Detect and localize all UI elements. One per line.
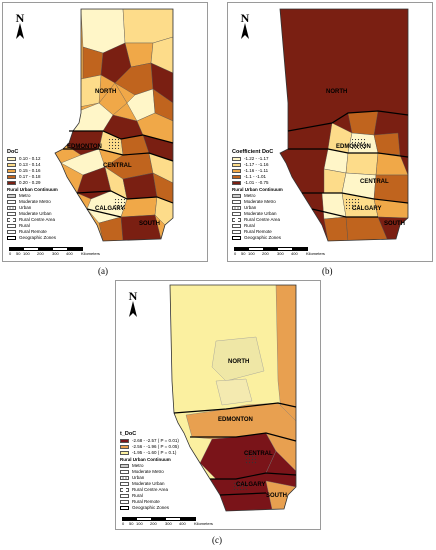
legend-class: -2.56 - -1.96 ( P = 0.05) — [120, 444, 179, 450]
zone-label-north: NORTH — [326, 89, 348, 95]
legend-subtitle: Rural Urban Continuum — [232, 187, 283, 192]
legend-class: 0.13 - 0.14 — [7, 162, 58, 168]
legend-title: DoC — [7, 149, 19, 155]
zone-label-north: NORTH — [228, 359, 250, 365]
legend-class: -1.16 - -1.11 — [232, 168, 283, 174]
legend-class: -1.1 - -1.01 — [232, 174, 283, 180]
zone-label-south: SOUTH — [139, 221, 160, 227]
legend-title: t_DoC — [120, 431, 137, 437]
legend-class: -1.17 - -1.16 — [232, 162, 283, 168]
map-legend-a: DoC 0.10 - 0.12 0.13 - 0.14 0.15 - 0.16 … — [7, 149, 58, 241]
scale-bar-c: 0 50 100 200 300 400 Kilometers — [122, 517, 218, 526]
legend-class: -1.01 - -0.75 — [232, 180, 283, 186]
zone-label-south: SOUTH — [384, 221, 405, 227]
scale-bar-b: 0 50 100 200 300 400 Kilometers — [234, 247, 330, 256]
legend-subtitle: Rural Urban Continuum — [7, 187, 58, 192]
zone-label-central: CENTRAL — [360, 179, 389, 185]
map-panel-a: N NORTH EDMONTON CENTRAL CALGARY SOUTH D… — [2, 2, 208, 262]
north-arrow: N — [236, 11, 254, 41]
caption-b: (b) — [322, 266, 333, 276]
legend-class: 0.20 - 0.29 — [7, 180, 58, 186]
legend-class: -2.68 - -2.57 ( P = 0.01) — [120, 438, 179, 444]
caption-a: (a) — [98, 266, 108, 276]
province-map-c — [169, 284, 297, 512]
map-legend-c: t_DoC -2.68 - -2.57 ( P = 0.01) -2.56 - … — [120, 431, 179, 511]
map-legend-b: Coefficient DoC -1.22 - -1.17 -1.17 - -1… — [232, 149, 283, 241]
scale-bar-a: 0 50 100 200 300 400 Kilometers — [9, 247, 105, 256]
zone-label-central: CENTRAL — [103, 163, 132, 169]
zone-label-south: SOUTH — [266, 493, 287, 499]
zone-label-edmonton: EDMONTON — [67, 144, 102, 150]
zone-label-central: CENTRAL — [244, 451, 273, 457]
province-map-a — [54, 8, 174, 242]
north-arrow: N — [124, 289, 142, 319]
legend-class: -1.95 - -1.60 ( P = 0.1) — [120, 450, 179, 456]
province-map-b — [279, 8, 409, 242]
zone-label-calgary: CALGARY — [95, 206, 125, 212]
legend-class: 0.15 - 0.16 — [7, 168, 58, 174]
caption-c: (c) — [212, 535, 222, 545]
legend-class: -1.22 - -1.17 — [232, 156, 283, 162]
zone-label-calgary: CALGARY — [352, 206, 382, 212]
zone-label-calgary: CALGARY — [236, 482, 266, 488]
map-panel-c: N NORTH EDMONTON CENTRAL CALGARY SOUTH t… — [115, 280, 321, 530]
zone-label-edmonton: EDMONTON — [218, 417, 253, 423]
zone-label-edmonton: EDMONTON — [336, 144, 371, 150]
north-arrow: N — [11, 11, 29, 41]
map-panel-b: N NORTH EDMONTON CENTRAL CALGARY SOUTH C… — [227, 2, 433, 262]
legend-class: 0.17 - 0.18 — [7, 174, 58, 180]
zone-label-north: NORTH — [95, 89, 117, 95]
legend-class: 0.10 - 0.12 — [7, 156, 58, 162]
legend-subtitle: Rural Urban Continuum — [120, 457, 171, 462]
legend-title: Coefficient DoC — [232, 149, 274, 155]
